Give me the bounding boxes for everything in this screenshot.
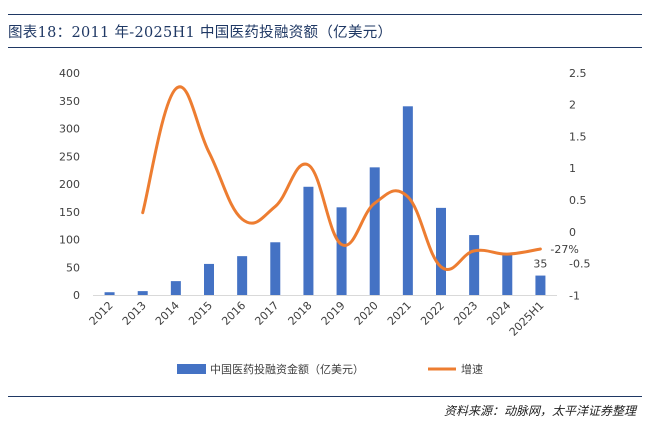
x-tick-label: 2012 [87,299,116,328]
legend: 中国医药投融资金额（亿美元） 增速 [177,362,483,376]
x-axis: 2012 2013 2014 2015 2016 2017 2018 2019 2020 2021… [87,299,547,339]
annotations: 35-27% [533,243,578,271]
bar [436,207,446,295]
y-right-tick-label: 0 [569,226,576,239]
y-left-tick-label: 300 [59,123,80,136]
x-tick-label: 2015 [186,299,215,328]
x-tick-label: 2018 [286,299,315,328]
line-data-label: -27% [550,243,578,256]
y-left-tick-label: 350 [59,95,80,108]
bar [270,242,281,295]
bar [237,256,248,295]
footer-rule [8,396,642,397]
bar [402,106,413,295]
x-tick-label: 2014 [153,299,182,328]
y-left-tick-label: 0 [73,289,80,302]
y-left-tick-label: 100 [59,234,80,247]
bar [303,186,314,295]
legend-bar-swatch [177,364,206,374]
chart-title: 图表18：2011 年-2025H1 中国医药投融资额（亿美元） [8,25,393,41]
y-right-tick-label: -1 [569,289,580,302]
bar [369,167,380,295]
bar [336,207,347,295]
y-left-tick-label: 200 [59,178,80,191]
bar [137,291,148,295]
bar-data-label: 35 [533,258,547,271]
x-tick-label: 2024 [484,299,513,328]
y-left-tick-label: 150 [59,206,80,219]
x-tick-label: 2021 [385,299,414,328]
bar [170,281,181,295]
growth-line [141,85,542,271]
x-tick-label: 2020 [352,299,381,328]
right-axis: -1 -0.5 0 0.5 1 1.5 2 2.5 [569,67,590,303]
x-tick-label: 2016 [219,299,248,328]
x-tick-label: 2017 [252,299,281,328]
y-left-tick-label: 50 [66,261,80,274]
legend-line-label: 增速 [461,362,483,376]
y-right-tick-label: 1.5 [569,130,587,143]
bar [469,235,480,295]
bar [535,275,546,295]
x-tick-label: 2013 [120,299,149,328]
bar [204,263,214,295]
y-right-tick-label: 0.5 [569,194,587,207]
bar-series [104,106,546,295]
y-left-tick-label: 250 [59,150,80,163]
x-tick-label: 2023 [451,299,480,328]
y-right-tick-label: 1 [569,162,576,175]
x-tick-label: 2025H1 [507,299,547,339]
y-right-tick-label: -0.5 [569,258,590,271]
source-note: 资料来源：动脉网，太平洋证券整理 [443,404,636,418]
legend-bar-label: 中国医药投融资金额（亿美元） [210,362,364,376]
x-tick-label: 2019 [319,299,348,328]
y-right-tick-label: 2.5 [569,67,587,80]
y-left-tick-label: 400 [59,67,80,80]
y-right-tick-label: 2 [569,99,576,112]
bar [502,253,513,295]
title-underline [8,47,642,48]
bar [104,292,115,295]
header-rule [8,14,642,15]
x-tick-label: 2022 [418,299,447,328]
left-axis: 0 50 100 150 200 250 300 350 400 [59,67,80,302]
